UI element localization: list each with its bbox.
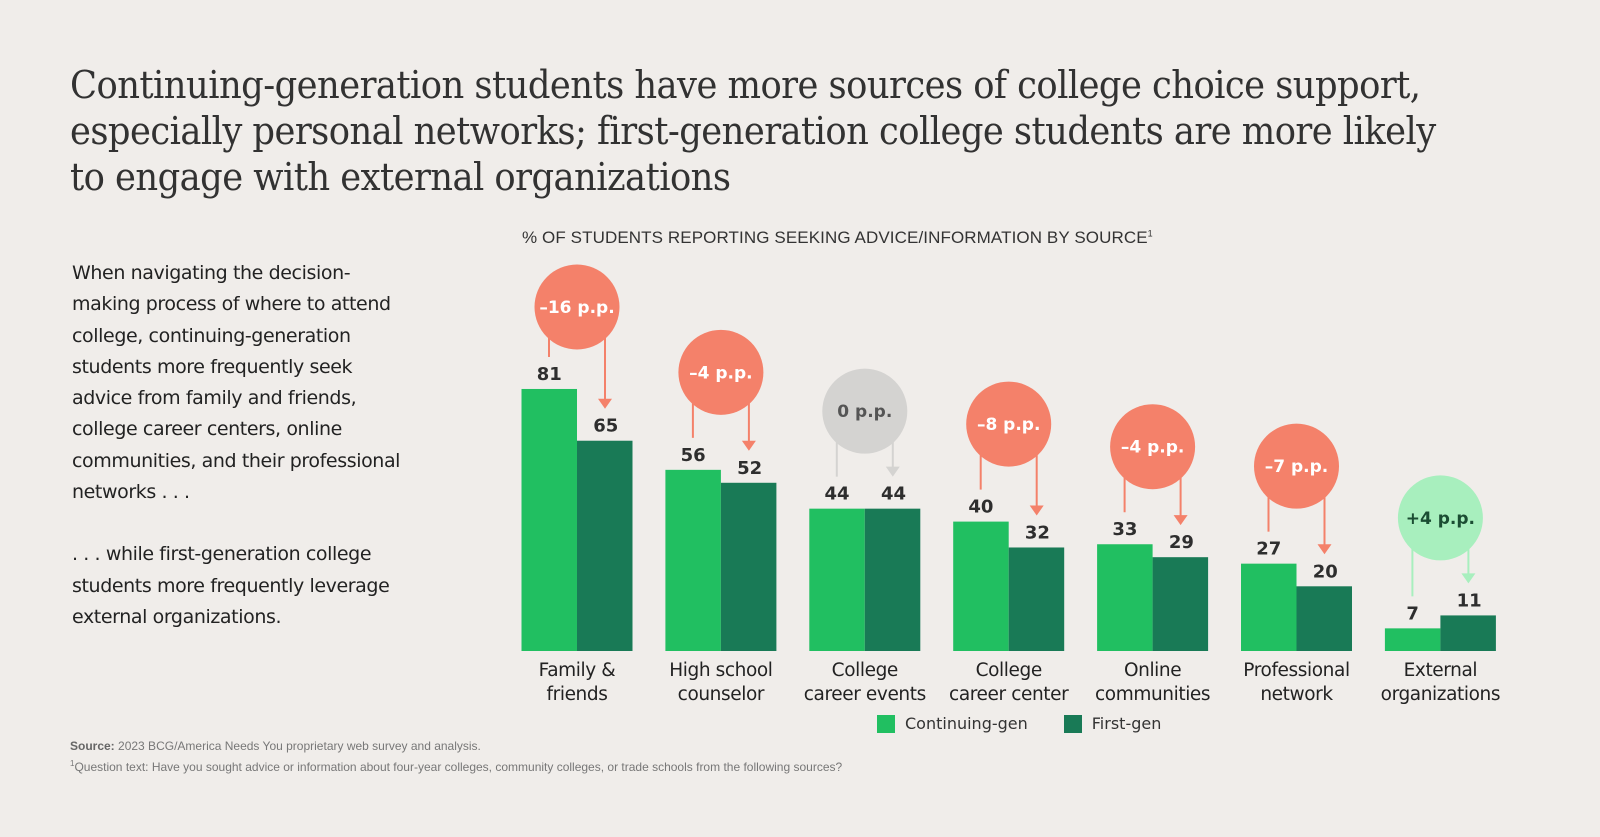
arrow-down-icon — [741, 440, 756, 451]
arrow-down-icon — [1029, 505, 1044, 516]
bar-continuing-gen — [665, 469, 721, 651]
bar-first-gen — [1008, 547, 1065, 651]
category-label: network — [1260, 684, 1333, 705]
arrow-down-icon — [1173, 515, 1188, 526]
category-label: College — [976, 660, 1042, 681]
category-label: friends — [547, 684, 608, 705]
annotation-bubble — [1254, 423, 1339, 509]
category-label: Professional — [1243, 660, 1349, 681]
question-note: 1Question text: Have you sought advice o… — [70, 755, 842, 776]
data-label-continuing-gen: 27 — [1256, 539, 1281, 560]
legend-label-continuing: Continuing-gen — [905, 714, 1028, 733]
category-label: organizations — [1381, 684, 1500, 705]
bar-first-gen — [1296, 586, 1352, 651]
annotation-label: +4 p.p. — [1406, 509, 1475, 529]
legend-label-first: First-gen — [1091, 714, 1162, 733]
bar-first-gen — [577, 440, 633, 651]
data-label-first-gen: 20 — [1313, 561, 1338, 582]
category-label: External — [1404, 660, 1478, 681]
data-label-continuing-gen: 40 — [968, 497, 993, 518]
annotation-label: 0 p.p. — [837, 402, 892, 422]
annotation-label: –16 p.p. — [539, 298, 614, 318]
annotation-label: –7 p.p. — [1265, 457, 1329, 477]
category-label: communities — [1095, 684, 1210, 705]
category-label: career center — [949, 684, 1069, 705]
data-label-first-gen: 29 — [1169, 532, 1194, 553]
annotation-bubble — [1110, 404, 1196, 490]
chart-legend: Continuing-gen First-gen — [877, 714, 1161, 733]
arrow-down-icon — [885, 466, 900, 477]
arrow-down-icon — [1461, 573, 1476, 584]
body-paragraph-2: . . . while first-generation college stu… — [72, 543, 390, 628]
annotation-bubble — [966, 381, 1052, 467]
data-label-first-gen: 11 — [1457, 590, 1482, 611]
annotation-bubble — [678, 329, 764, 415]
bar-continuing-gen — [1241, 563, 1297, 651]
bar-continuing-gen — [521, 388, 577, 651]
footnotes: Source: 2023 BCG/America Needs You propr… — [70, 738, 842, 776]
bar-first-gen — [1152, 557, 1209, 651]
legend-item-first: First-gen — [1063, 714, 1162, 733]
annotation-label: –8 p.p. — [977, 415, 1041, 435]
category-label: Family & — [539, 660, 616, 681]
data-label-continuing-gen: 33 — [1112, 519, 1137, 540]
bar-continuing-gen — [809, 508, 865, 651]
data-label-first-gen: 52 — [737, 458, 762, 479]
data-label-first-gen: 65 — [593, 416, 618, 437]
page-title: Continuing-generation students have more… — [70, 63, 1436, 199]
annotation-label: –4 p.p. — [689, 363, 753, 383]
legend-item-continuing: Continuing-gen — [877, 714, 1028, 733]
bar-continuing-gen — [1097, 544, 1153, 651]
arrow-down-icon — [598, 398, 612, 409]
data-label-continuing-gen: 56 — [681, 445, 706, 466]
data-label-first-gen: 32 — [1025, 522, 1050, 543]
category-label: career events — [804, 684, 926, 705]
category-label: Online — [1124, 660, 1181, 681]
legend-swatch-continuing — [877, 714, 895, 733]
source-text: 2023 BCG/America Needs You proprietary w… — [118, 739, 481, 753]
source-line: Source: 2023 BCG/America Needs You propr… — [70, 738, 842, 755]
bar-continuing-gen — [953, 521, 1009, 651]
annotation-bubble — [822, 368, 908, 454]
chart-title-footnote-marker: 1 — [1147, 228, 1153, 239]
data-label-continuing-gen: 81 — [537, 364, 562, 385]
note-text: Question text: Have you sought advice or… — [74, 760, 843, 774]
source-label: Source: — [70, 739, 115, 753]
legend-swatch-first — [1063, 714, 1082, 733]
category-label: High school — [669, 660, 772, 681]
bar-continuing-gen — [1384, 628, 1441, 651]
annotation-label: –4 p.p. — [1121, 438, 1185, 458]
category-label: counselor — [678, 684, 765, 705]
annotation-bubble — [1397, 475, 1483, 561]
data-label-continuing-gen: 7 — [1406, 603, 1419, 624]
data-label-first-gen: 44 — [881, 484, 906, 505]
bar-first-gen — [720, 482, 777, 651]
note-marker: 1 — [70, 759, 75, 768]
chart-title: % OF STUDENTS REPORTING SEEKING ADVICE/I… — [522, 228, 1153, 248]
data-label-continuing-gen: 44 — [825, 484, 850, 505]
body-text: When navigating the decision-making proc… — [72, 258, 417, 633]
bar-first-gen — [864, 508, 921, 651]
arrow-down-icon — [1317, 544, 1332, 555]
chart-title-text: % OF STUDENTS REPORTING SEEKING ADVICE/I… — [522, 228, 1148, 247]
bar-first-gen — [1440, 615, 1496, 651]
category-label: College — [832, 660, 898, 681]
body-paragraph-1: When navigating the decision-making proc… — [72, 262, 401, 504]
annotation-bubble — [534, 264, 620, 350]
